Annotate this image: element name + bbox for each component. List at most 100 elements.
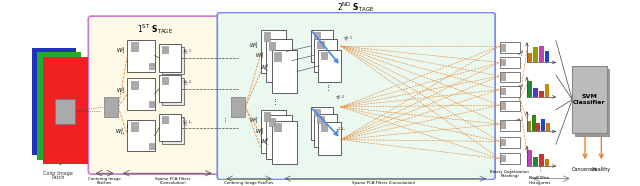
Bar — [162, 47, 184, 74]
Text: $\mathcal{F}_i^2$: $\mathcal{F}_i^2$ — [516, 82, 524, 93]
Bar — [317, 41, 323, 48]
Text: Color Image: Color Image — [44, 171, 74, 176]
Bar — [272, 50, 297, 93]
Text: Sparse PCA Filters
(Convolution): Sparse PCA Filters (Convolution) — [155, 177, 191, 185]
Bar — [314, 39, 337, 72]
Text: Binary Quantization
(Hashing): Binary Quantization (Hashing) — [490, 170, 529, 178]
Bar — [314, 114, 337, 147]
Bar — [575, 69, 609, 136]
Bar — [149, 143, 154, 149]
FancyBboxPatch shape — [217, 12, 495, 179]
Bar — [321, 124, 327, 132]
Bar — [502, 88, 506, 95]
Text: $\vdots$: $\vdots$ — [180, 117, 185, 125]
Bar — [318, 50, 340, 82]
Bar — [545, 51, 550, 62]
Bar — [502, 121, 506, 129]
Bar — [131, 122, 138, 131]
Bar — [500, 42, 520, 53]
Bar — [572, 66, 607, 133]
Text: $W_{L_2}^2$: $W_{L_2}^2$ — [260, 137, 270, 148]
Text: $W_1^1$: $W_1^1$ — [116, 45, 125, 56]
Bar — [539, 91, 543, 97]
Text: $T_1^{1,2}$: $T_1^{1,2}$ — [182, 79, 192, 89]
Bar — [502, 102, 506, 110]
Bar — [162, 116, 168, 123]
Bar — [43, 57, 88, 164]
Bar — [159, 75, 181, 102]
Text: Block-Wise
Histograms: Block-Wise Histograms — [529, 176, 551, 185]
Bar — [502, 155, 506, 162]
Bar — [545, 159, 550, 166]
Bar — [545, 84, 550, 97]
Bar — [536, 123, 540, 132]
Bar — [275, 123, 281, 132]
Bar — [261, 30, 286, 73]
Bar — [539, 154, 543, 166]
Bar — [127, 78, 155, 110]
Bar — [527, 81, 532, 97]
Bar — [264, 112, 270, 121]
Text: SVM
Classifier: SVM Classifier — [573, 94, 606, 105]
Bar — [527, 121, 531, 132]
Bar — [275, 52, 281, 61]
Text: Centering Image Patches: Centering Image Patches — [225, 181, 274, 185]
Bar — [500, 72, 520, 82]
Bar — [311, 107, 333, 140]
Text: $2^{\rm ND}$ S$_{\rm TAGE}$: $2^{\rm ND}$ S$_{\rm TAGE}$ — [337, 0, 375, 14]
Bar — [104, 97, 118, 117]
Bar — [502, 59, 506, 66]
Text: $T_1^{1,1}$: $T_1^{1,1}$ — [182, 48, 192, 58]
Bar — [541, 119, 545, 132]
Bar — [162, 77, 168, 84]
Text: $\vdots$: $\vdots$ — [222, 117, 227, 125]
Bar — [533, 157, 538, 166]
Bar — [311, 30, 333, 62]
Text: $W_1^2$: $W_1^2$ — [250, 115, 259, 126]
Text: $\vdots$: $\vdots$ — [123, 123, 129, 133]
Bar — [318, 122, 340, 155]
Text: $T_i^{2,1}$: $T_i^{2,1}$ — [342, 34, 353, 45]
Text: Centering Image
Patches: Centering Image Patches — [88, 177, 121, 185]
Bar — [149, 102, 154, 107]
Text: Cancerous: Cancerous — [572, 167, 598, 172]
Bar — [32, 48, 76, 155]
Bar — [231, 97, 245, 117]
Bar — [527, 53, 532, 62]
Bar — [500, 153, 520, 164]
Bar — [314, 109, 320, 116]
Bar — [162, 46, 168, 53]
Bar — [527, 150, 532, 166]
Bar — [261, 110, 286, 153]
Bar — [500, 137, 520, 148]
Bar — [272, 121, 297, 164]
Bar — [533, 47, 538, 62]
Bar — [127, 120, 155, 151]
Bar — [149, 63, 154, 69]
Bar — [502, 73, 506, 81]
Bar — [162, 117, 184, 144]
Text: $1^{\rm ST}$ S$_{\rm TAGE}$: $1^{\rm ST}$ S$_{\rm TAGE}$ — [136, 23, 173, 36]
Bar — [502, 44, 506, 52]
Bar — [266, 115, 292, 159]
Bar — [131, 42, 138, 51]
Text: $\mathcal{F}_i^{L_2}$: $\mathcal{F}_i^{L_2}$ — [515, 117, 524, 128]
Bar — [500, 86, 520, 97]
Bar — [500, 101, 520, 111]
Text: $T_1^{1,L_1}$: $T_1^{1,L_1}$ — [182, 118, 193, 129]
FancyBboxPatch shape — [88, 16, 221, 174]
Text: $\vdots$: $\vdots$ — [537, 166, 542, 174]
Bar — [131, 81, 138, 89]
Text: $W_{L_1}^1$: $W_{L_1}^1$ — [115, 126, 125, 138]
Bar — [533, 88, 538, 97]
Text: $\vdots$: $\vdots$ — [507, 167, 512, 176]
Text: Healthy: Healthy — [592, 167, 611, 172]
Text: $W_1^2$: $W_1^2$ — [250, 41, 259, 52]
Bar — [317, 116, 323, 123]
Bar — [38, 52, 81, 160]
Bar — [159, 114, 181, 141]
Text: Sparse PCA Filters (Convolution): Sparse PCA Filters (Convolution) — [352, 181, 415, 185]
Bar — [500, 120, 520, 131]
Text: $\vdots$: $\vdots$ — [271, 97, 276, 107]
Bar — [264, 33, 270, 41]
